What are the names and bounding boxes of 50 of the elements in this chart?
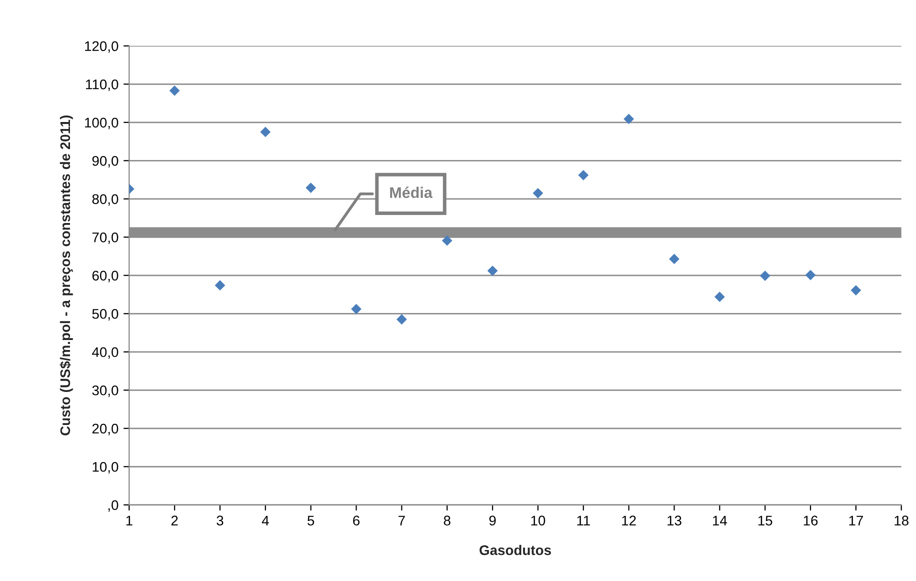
y-tick-label: 120,0 — [85, 41, 118, 53]
x-tick-label: 5 — [308, 516, 314, 526]
x-tick-label: 18 — [894, 516, 908, 526]
x-tick-label: 7 — [398, 516, 405, 526]
y-tick-label: 40,0 — [92, 347, 118, 359]
y-tick-label: 90,0 — [92, 156, 118, 168]
ref-line-label: Média — [390, 186, 433, 198]
y-tick-label: 50,0 — [92, 308, 118, 320]
y-tick-label: 70,0 — [92, 232, 118, 244]
x-tick-label: 4 — [262, 516, 269, 526]
point — [306, 182, 316, 193]
y-tick-label: ,0 — [108, 500, 118, 512]
x-tick-label: 15 — [758, 516, 772, 526]
y-tick-label: 10,0 — [92, 462, 118, 474]
point — [850, 285, 862, 296]
point — [214, 280, 226, 291]
point — [351, 304, 362, 314]
x-tick-label: 12 — [622, 516, 636, 526]
y-axis-title: Custo (US$/m.pol - a preços constantes de 2011) — [60, 116, 73, 436]
x-tick-label: 10 — [531, 516, 546, 526]
point — [532, 188, 544, 198]
point — [396, 314, 407, 325]
point — [669, 254, 680, 264]
y-tick-label: 80,0 — [92, 194, 118, 206]
point — [578, 170, 589, 180]
x-tick-label: 6 — [353, 516, 360, 526]
y-tick-label: 60,0 — [92, 270, 118, 282]
y-tick-label: 100,0 — [85, 118, 118, 130]
x-tick-label: 2 — [171, 516, 178, 526]
point — [169, 85, 180, 96]
point — [714, 292, 725, 302]
x-tick-label: 3 — [216, 516, 224, 526]
x-axis-title: Gasodutos — [480, 544, 551, 556]
point — [805, 270, 816, 280]
y-tick-label: 110,0 — [86, 79, 118, 91]
x-tick-label: 17 — [849, 516, 863, 526]
x-tick-label: 14 — [712, 516, 727, 526]
x-tick-label: 16 — [804, 516, 818, 526]
point — [487, 266, 498, 276]
y-tick-label: 30,0 — [92, 385, 118, 397]
y-tick-label: 20,0 — [92, 424, 118, 436]
x-tick-label: 11 — [577, 516, 590, 526]
point — [624, 114, 634, 124]
x-tick-label: 1 — [126, 516, 132, 526]
point — [442, 235, 452, 246]
x-tick-label: 9 — [489, 516, 496, 526]
point — [260, 126, 271, 138]
point — [760, 270, 770, 281]
x-tick-label: 13 — [668, 516, 682, 526]
x-tick-label: 8 — [444, 516, 450, 526]
